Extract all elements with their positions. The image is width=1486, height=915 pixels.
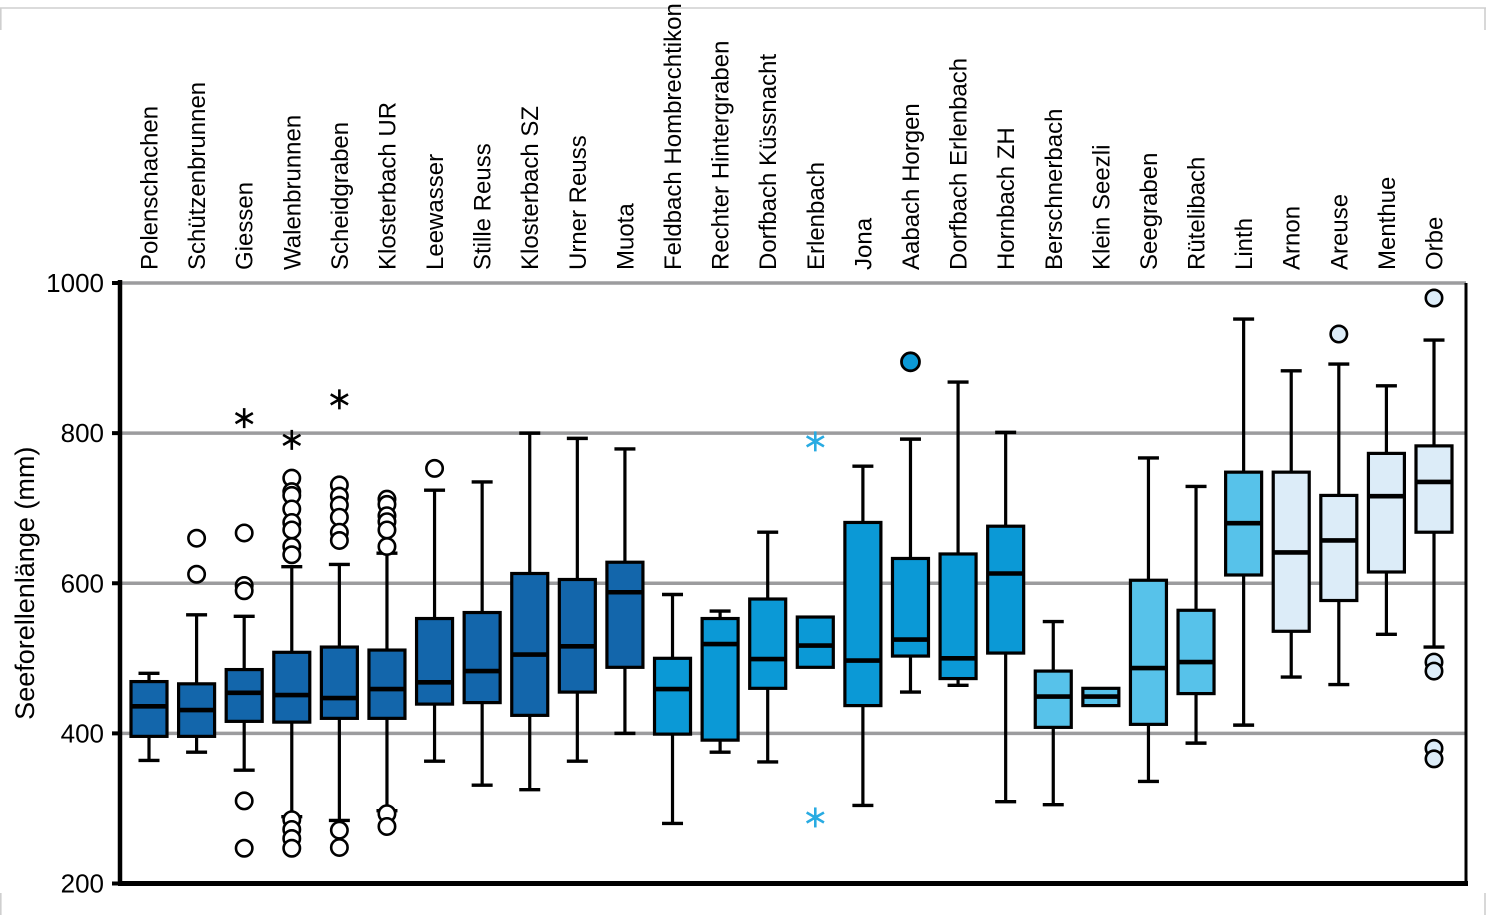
outlier-circle [1424,661,1444,681]
box-jona [843,464,883,808]
box-erlenbach [795,431,835,828]
y-axis-title: Seeforellenlänge (mm) [10,447,40,720]
box-walenbrunnen [272,429,312,858]
box-stille-reuss [462,480,502,787]
outlier-circle [234,791,254,811]
box-scheidgraben [319,389,359,857]
outlier-circle [377,816,397,836]
category-label: Stille Reuss [470,143,497,270]
category-label: Erlenbach [803,162,830,270]
outlier-circle [1424,288,1444,308]
category-label: Linth [1231,218,1258,270]
box-dorfbach-erlenbach [938,380,978,688]
outlier-circle [234,838,254,858]
outlier-circle [282,545,302,565]
category-label: Schützenbrunnen [184,82,211,270]
outlier-circle [187,528,207,548]
box-polenschachen [129,671,169,763]
category-label: Muota [612,203,639,270]
box-orbe [1414,288,1454,769]
outlier-circle [329,530,349,550]
category-label: Walenbrunnen [279,115,306,270]
category-label: Feldbach Hombrechtikon [660,3,687,270]
box-areuse [1319,324,1359,687]
category-label: Arnon [1279,206,1306,270]
outlier-circle [329,820,349,840]
category-label: Jona [850,217,877,270]
category-label: Hornbach ZH [993,127,1020,270]
x-category-labels: Polenschachen Schützenbrunnen Giessen Walen… [137,3,1449,270]
category-label: Menthue [1374,177,1401,270]
outlier-circle [377,536,397,556]
outlier-circle-filled [900,351,921,373]
star-outlier-marker [330,389,349,410]
star-outlier-marker [234,408,254,429]
box-klosterbach-sz [510,431,550,792]
category-label: Dorfbach Erlenbach [946,58,973,270]
category-label: Berschnerbach [1041,109,1068,270]
box-hornbach-zh [986,430,1026,804]
box-rechter-hintergraben [700,609,740,754]
box-r-telibach [1176,484,1216,745]
outlier-circle [377,520,397,540]
category-label: Areuse [1326,194,1353,270]
box-dorfbach-k-ssnacht [748,530,788,764]
category-label: Klein Seezli [1088,145,1115,270]
category-label: Urner Reuss [565,135,592,270]
category-label: Klosterbach UR [374,102,401,270]
category-label: Klosterbach SZ [517,106,544,270]
box-feldbach-hombrechtikon [652,592,693,826]
category-label: Dorfbach Küssnacht [755,54,782,270]
gridlines [120,281,1466,736]
star-outlier-marker [805,431,825,452]
box-sch-tzenbrunnen [176,528,217,754]
box-klein-seezli [1081,686,1121,708]
box-klosterbach-ur [367,489,407,836]
box-series [129,288,1454,858]
category-label: Orbe [1422,217,1449,270]
outlier-circle [282,838,302,858]
box-linth [1224,317,1264,727]
category-label: Polenschachen [137,106,164,270]
page-border [0,7,1486,915]
category-label: Giessen [232,182,259,270]
y-tick-label: 200 [61,869,104,899]
category-label: Seegraben [1136,153,1163,270]
box-menthue [1366,384,1407,636]
outlier-circle [425,458,445,478]
category-label: Scheidgraben [327,122,354,270]
box-giessen [224,408,264,858]
outlier-circle [282,520,302,540]
y-tick-label: 800 [61,418,104,448]
box-arnon [1271,369,1311,679]
star-outlier-marker [805,807,825,828]
y-axis-labels: 200 400 600 800 1000 [46,268,120,899]
box-muota [605,447,645,736]
outlier-circle [187,564,207,584]
star-outlier-marker [282,429,302,450]
outlier-circle [329,837,349,857]
outlier-circle [1329,324,1349,344]
category-label: Leewasser [422,154,449,270]
box-urner-reuss [557,436,597,763]
box-berschnerbach [1033,619,1073,807]
box-seegraben [1128,456,1169,784]
category-label: Aabach Horgen [898,103,925,270]
y-tick-label: 1000 [46,268,104,298]
y-tick-label: 400 [61,718,104,748]
category-label: Rechter Hintergraben [708,41,735,270]
category-label: Rütelibach [1184,157,1211,270]
outlier-circle [1424,749,1444,769]
box-aabach-horgen [890,351,931,694]
box-leewasser [414,458,455,763]
outlier-circle [234,581,254,601]
y-tick-label: 600 [61,568,104,598]
outlier-circle [234,523,254,543]
